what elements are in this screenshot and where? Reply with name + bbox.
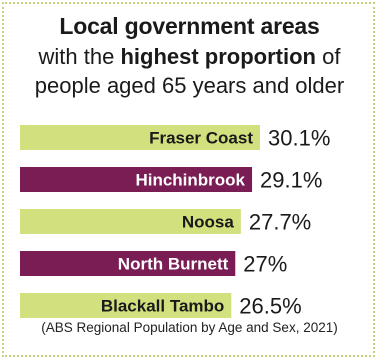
title-line-2-start: with the [38, 44, 121, 69]
bar-north-burnett [20, 251, 236, 276]
bar-label-north-burnett: North Burnett [118, 255, 229, 274]
dotted-border [2, 2, 375, 357]
value-label-north-burnett: 27% [243, 252, 287, 277]
value-label-noosa: 27.7% [249, 210, 311, 235]
title-line-2-end: of [316, 44, 341, 69]
value-label-hinchinbrook: 29.1% [260, 168, 322, 193]
bar-label-fraser-coast: Fraser Coast [149, 129, 253, 148]
title-line-2-emphasis: highest proportion [120, 44, 316, 69]
bar-blackall-tambo [20, 293, 232, 318]
value-label-blackall-tambo: 26.5% [239, 294, 301, 319]
bar-label-hinchinbrook: Hinchinbrook [135, 171, 245, 190]
bar-label-blackall-tambo: Blackall Tambo [101, 297, 224, 316]
bar-hinchinbrook [20, 167, 253, 192]
bar-fraser-coast [20, 125, 260, 150]
bar-noosa [20, 209, 241, 234]
chart-title-line-3: people aged 65 years and older [34, 73, 345, 98]
chart-title-line-2: with the highest proportion of [0, 44, 379, 70]
value-label-fraser-coast: 30.1% [268, 126, 330, 151]
source-note: (ABS Regional Population by Age and Sex,… [41, 320, 338, 335]
bar-label-noosa: Noosa [182, 213, 235, 232]
chart-title-line-1: Local government areas [59, 13, 320, 39]
